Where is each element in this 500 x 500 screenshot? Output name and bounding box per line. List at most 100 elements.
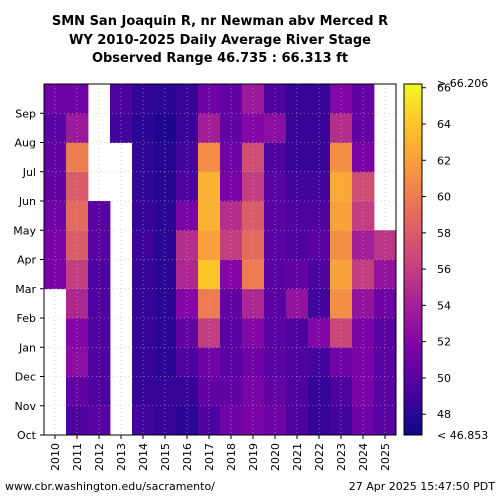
cell-2016-mar [176,259,199,290]
cell-2020-jun [264,171,287,202]
cell-2011-apr [66,230,89,260]
cell-2024-sep [352,84,375,114]
colorbar-tick-label: 62 [437,154,451,167]
cell-2022-feb [308,288,331,319]
cell-2011-jun [66,171,89,202]
cell-2015-dec [154,347,177,377]
cell-2011-jul [66,142,89,173]
colorbar-max-label: > 66.206 [437,77,488,90]
cell-2011-mar [66,259,89,290]
x-tick-label-2025: 2025 [379,443,392,471]
colorbar-min-label: < 46.853 [437,429,488,442]
cell-2017-mar [198,259,221,290]
colorbar-tick-label: 54 [437,299,451,312]
cell-2011-feb [66,288,89,319]
cell-2021-feb [286,288,309,319]
cell-2012-mar [88,259,111,290]
cell-2022-jun [308,171,331,202]
cell-2012-may [88,201,111,231]
x-tick-label-2021: 2021 [291,443,304,471]
colorbar-tick-label: 66 [437,82,451,95]
y-axis: Oct Nov Dec Jan Feb Mar Apr May Jun Jul Aug Sep [13,107,44,442]
cell-2010-mar [44,259,67,290]
cell-2017-sep [198,84,221,114]
cell-2010-jul [44,142,67,173]
cell-2014-sep [132,84,155,114]
cell-2018-sep [220,84,243,114]
cell-2020-apr [264,230,287,260]
y-tick-label-mar: Mar [15,283,36,296]
cell-2018-nov [220,376,243,407]
grid-lines [44,84,396,436]
cell-2020-jul [264,142,287,173]
cell-2022-mar [308,259,331,290]
y-tick-label-nov: Nov [15,400,37,413]
cell-2023-mar [330,259,353,290]
cell-2016-feb [176,288,199,319]
cell-2019-dec [242,347,265,377]
cell-2024-apr [352,230,375,260]
cell-2016-may [176,201,199,231]
cell-2023-jun [330,171,353,202]
x-tick-label-2012: 2012 [93,443,106,471]
cell-2012-nov [88,376,111,407]
cell-2023-feb [330,288,353,319]
cell-2011-sep [66,84,89,114]
cell-2020-dec [264,347,287,377]
y-tick-label-apr: Apr [17,254,37,267]
cell-2010-jun [44,171,67,202]
cell-2018-may [220,201,243,231]
source-url: www.cbr.washington.edu/sacramento/ [5,480,215,493]
cell-2022-dec [308,347,331,377]
cell-2025-mar [374,259,397,290]
cell-2024-jul [352,142,375,173]
cell-2015-sep [154,84,177,114]
cell-2010-apr [44,230,67,260]
cell-2019-apr [242,230,265,260]
colorbar-tick-label: 56 [437,263,451,276]
cell-2023-nov [330,376,353,407]
cell-2010-may [44,201,67,231]
cell-2017-feb [198,288,221,319]
cell-2024-jun [352,171,375,202]
cell-2023-apr [330,230,353,260]
cell-2025-dec [374,347,397,377]
cell-2022-sep [308,84,331,114]
cell-2012-feb [88,288,111,319]
cell-2021-nov [286,376,309,407]
title-line-3: Observed Range 46.735 : 66.313 ft [92,51,348,66]
cell-2015-feb [154,288,177,319]
cell-2011-dec [66,347,89,377]
cell-2013-sep [110,84,133,114]
y-tick-label-oct: Oct [17,429,37,442]
cell-2021-sep [286,84,309,114]
cell-2022-may [308,201,331,231]
x-tick-label-2015: 2015 [159,443,172,471]
cell-2014-may [132,201,155,231]
cell-2010-sep [44,84,67,114]
cell-2015-mar [154,259,177,290]
cell-2019-jun [242,171,265,202]
cell-2024-dec [352,347,375,377]
cell-2018-feb [220,288,243,319]
colorbar-tick-label: 50 [437,372,451,385]
cell-2025-nov [374,376,397,407]
cell-2025-apr [374,230,397,260]
cell-2021-dec [286,347,309,377]
cell-2014-jun [132,171,155,202]
x-tick-label-2017: 2017 [203,443,216,471]
y-tick-label-feb: Feb [17,312,36,325]
cell-2015-jul [154,142,177,173]
cell-2022-jul [308,142,331,173]
y-tick-label-jun: Jun [18,195,36,208]
x-tick-label-2014: 2014 [137,443,150,471]
cell-2020-may [264,201,287,231]
cell-2020-feb [264,288,287,319]
cell-2023-sep [330,84,353,114]
cell-2023-jul [330,142,353,173]
x-tick-label-2011: 2011 [71,443,84,471]
timestamp: 27 Apr 2025 15:47:50 PDT [349,480,496,493]
y-tick-label-dec: Dec [15,371,36,384]
x-tick-label-2024: 2024 [357,443,370,471]
